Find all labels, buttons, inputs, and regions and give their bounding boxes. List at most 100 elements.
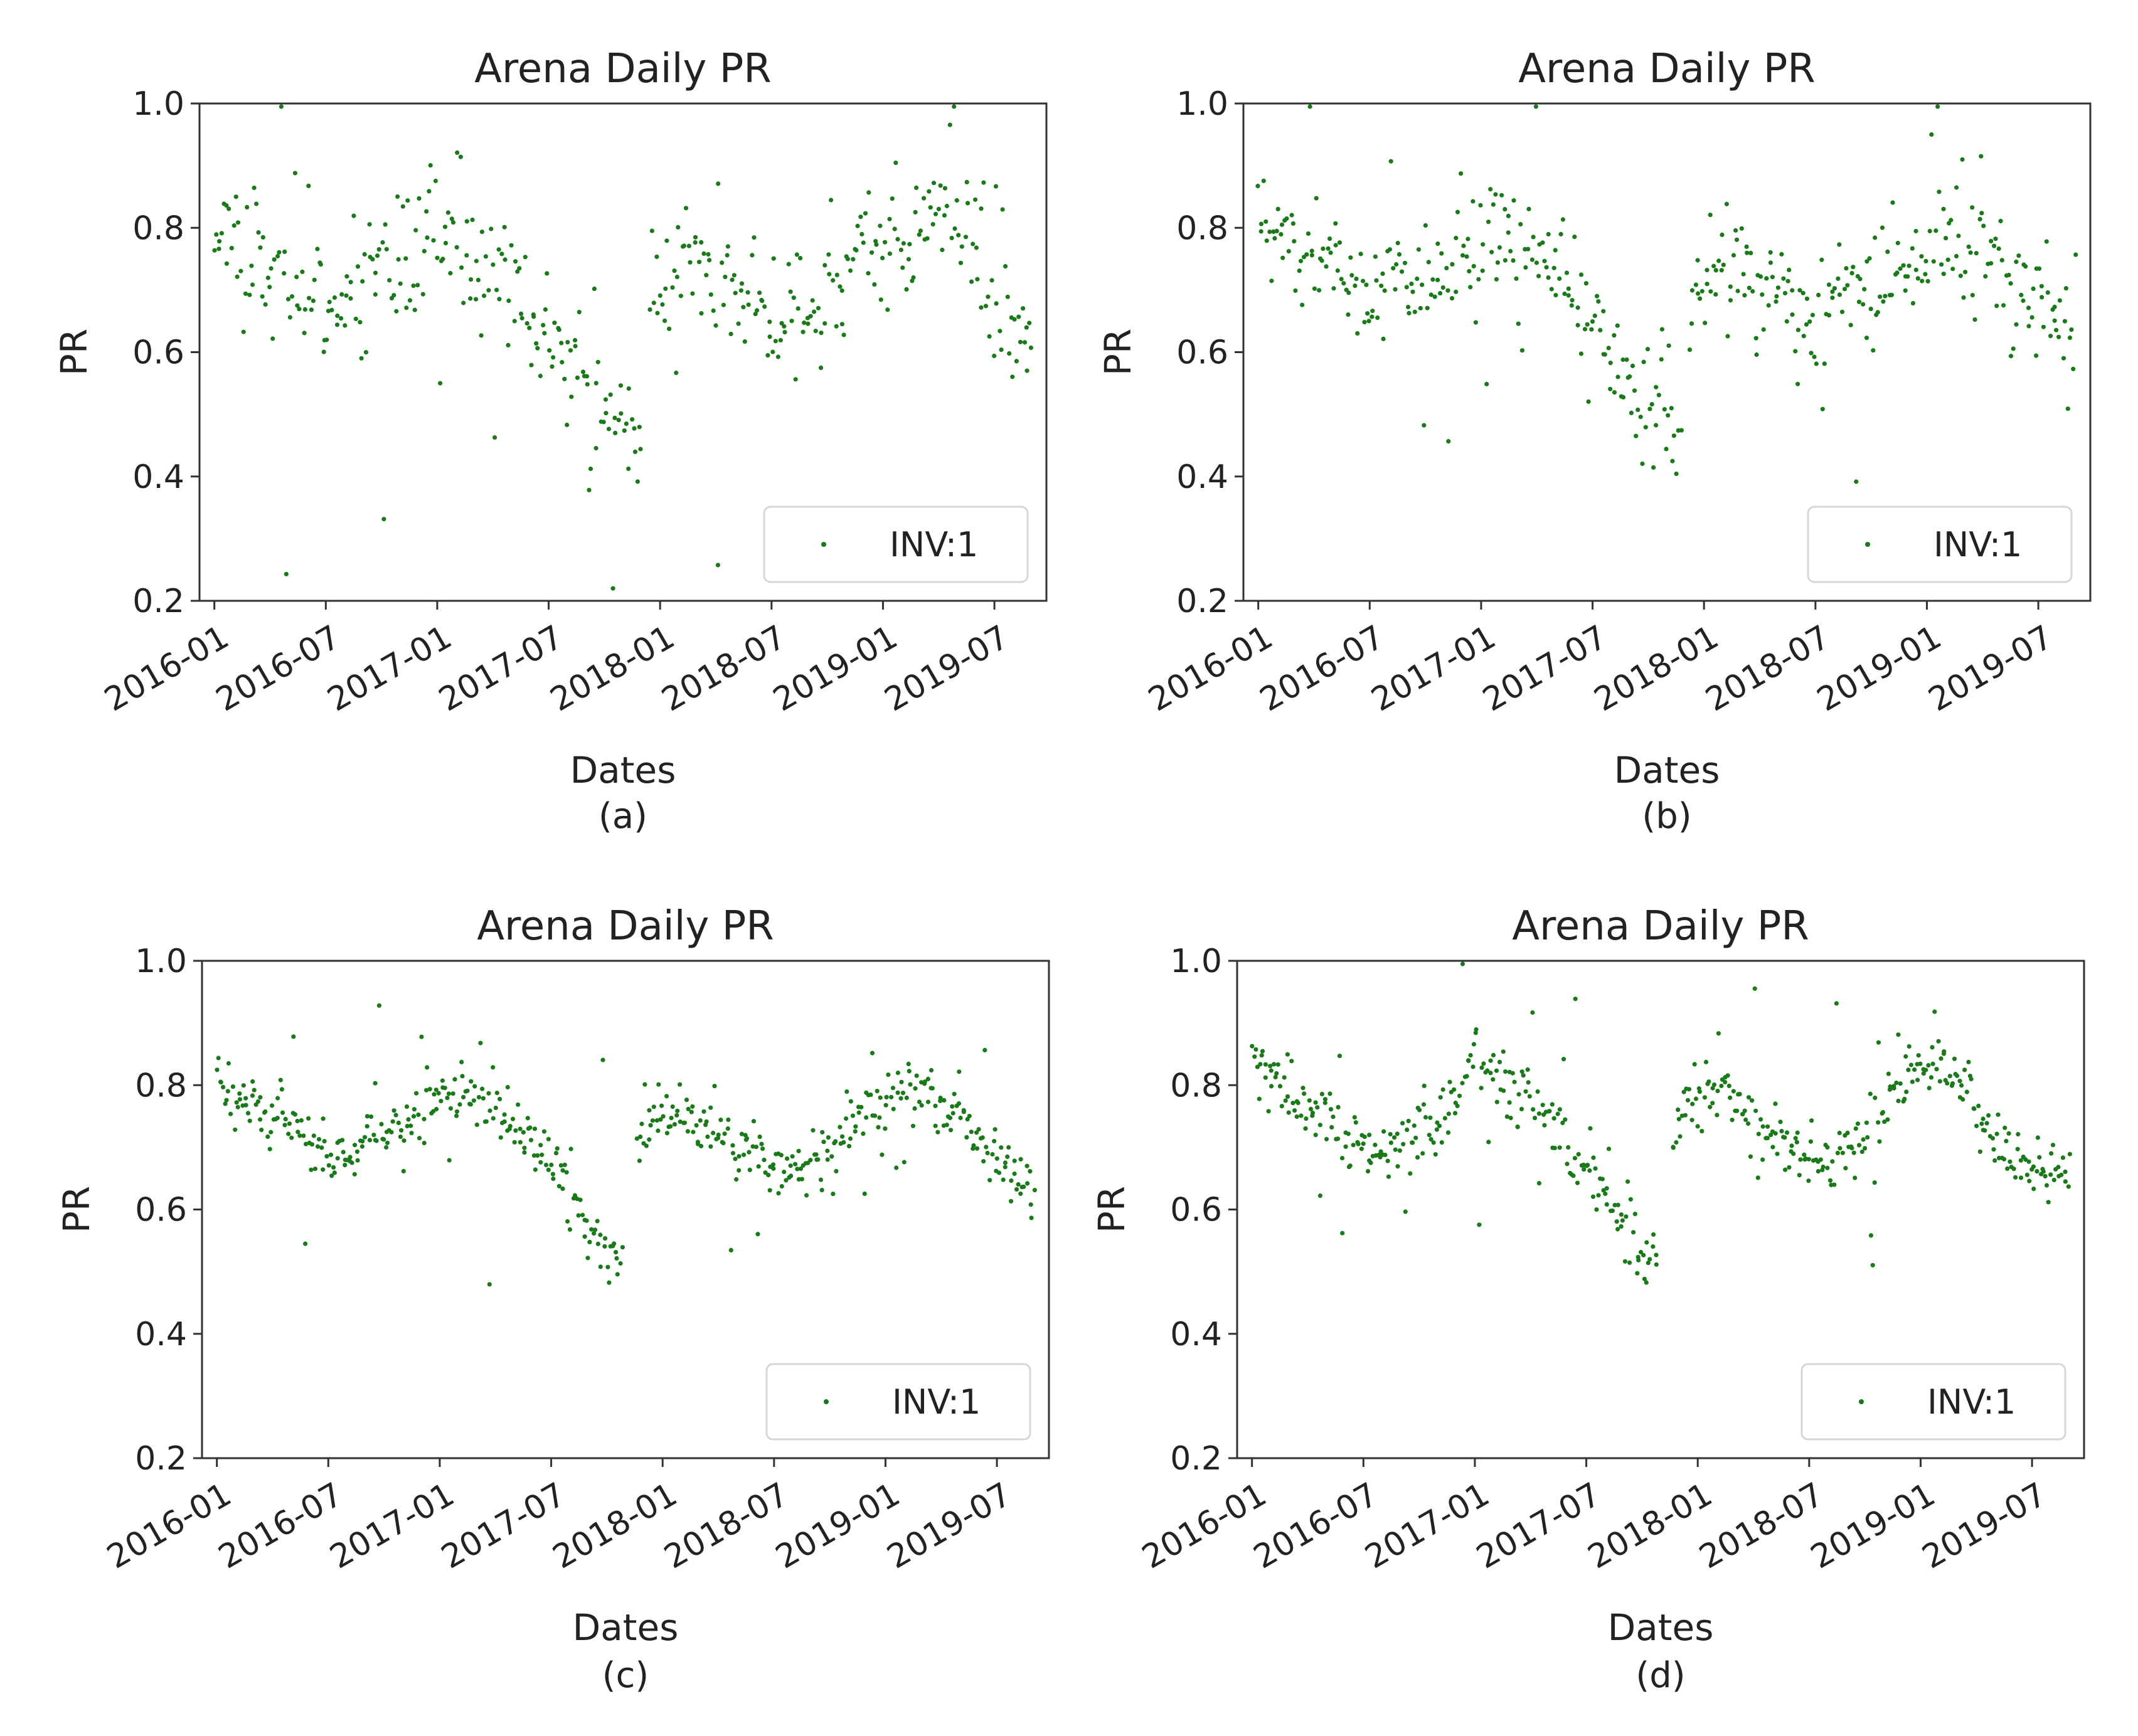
data-point <box>527 326 532 331</box>
data-point <box>431 1109 436 1114</box>
data-point <box>838 284 843 289</box>
y-tick-label: 0.8 <box>1176 209 1228 247</box>
data-point <box>438 381 443 386</box>
data-point <box>1379 283 1384 288</box>
data-point <box>1009 1199 1014 1204</box>
data-point <box>258 1095 263 1100</box>
data-point <box>1979 1121 1984 1126</box>
data-point <box>2014 322 2019 327</box>
data-point <box>295 1130 300 1135</box>
data-point <box>1368 1160 1373 1165</box>
data-point <box>1775 1151 1780 1156</box>
data-point <box>279 1087 284 1092</box>
data-point <box>2049 1151 2054 1156</box>
data-point <box>1923 272 1928 277</box>
data-point <box>1442 1116 1447 1121</box>
data-point <box>1446 439 1451 444</box>
data-point <box>1994 1131 1999 1136</box>
data-point <box>395 194 400 199</box>
data-point <box>1340 1231 1345 1236</box>
data-point <box>669 1116 674 1121</box>
data-point <box>363 350 369 355</box>
data-point <box>247 292 252 297</box>
data-point <box>2063 1169 2068 1174</box>
data-point <box>1783 1167 1788 1172</box>
data-point <box>2051 1177 2056 1183</box>
data-point <box>844 1089 849 1094</box>
data-point <box>767 1188 772 1193</box>
data-point <box>391 1108 396 1113</box>
data-point <box>1435 241 1440 246</box>
data-point <box>1830 289 1835 294</box>
data-point <box>957 1069 962 1074</box>
data-point <box>933 1123 938 1128</box>
data-point <box>829 198 834 203</box>
data-point <box>1339 1156 1345 1161</box>
data-point <box>1983 274 1988 279</box>
data-point <box>603 397 609 402</box>
data-point <box>405 1123 410 1129</box>
data-point <box>942 213 947 218</box>
data-point <box>295 303 300 308</box>
data-point <box>1844 266 1849 271</box>
data-point <box>360 1139 365 1144</box>
data-point <box>1974 251 1979 256</box>
data-point <box>949 235 954 241</box>
data-point <box>1674 471 1679 477</box>
data-point <box>1931 259 1936 264</box>
data-point <box>1252 1054 1257 1059</box>
data-point <box>762 1157 767 1162</box>
data-point <box>1689 321 1694 326</box>
data-point <box>373 1081 378 1086</box>
data-point <box>1881 299 1886 304</box>
data-point <box>1406 1118 1411 1123</box>
data-point <box>1752 986 1757 991</box>
data-point <box>613 430 618 436</box>
data-point <box>575 375 580 380</box>
data-point <box>755 308 760 313</box>
data-point <box>2045 290 2050 295</box>
y-tick-label: 0.8 <box>1170 1067 1222 1104</box>
data-point <box>1947 1074 1952 1079</box>
data-point <box>997 329 1003 334</box>
data-point <box>1734 237 1740 242</box>
data-point <box>2027 1178 2032 1183</box>
data-point <box>1755 1175 1760 1180</box>
data-point <box>1562 291 1567 297</box>
data-point <box>1366 319 1371 324</box>
data-point <box>1467 268 1472 274</box>
x-tick-label: 2017-07 <box>433 618 570 719</box>
data-point <box>701 1109 706 1114</box>
data-point <box>212 248 217 253</box>
data-point <box>1747 285 1752 290</box>
data-point <box>402 1138 407 1143</box>
data-point <box>1935 104 1940 109</box>
data-point <box>1550 1102 1555 1107</box>
data-point <box>1510 1071 1515 1076</box>
data-point <box>2023 264 2028 269</box>
data-point <box>2018 1175 2024 1180</box>
data-point <box>309 1142 314 1147</box>
data-point <box>683 206 689 211</box>
x-axis-label: Dates <box>570 749 676 791</box>
data-point <box>868 1093 873 1098</box>
data-point <box>1535 1089 1540 1094</box>
data-point <box>1670 458 1675 463</box>
data-point <box>930 222 935 227</box>
data-point <box>618 1261 623 1266</box>
data-point <box>979 206 984 211</box>
data-point <box>2026 324 2031 329</box>
data-point <box>1977 1149 1982 1154</box>
data-point <box>1012 317 1017 322</box>
data-point <box>1029 1215 1034 1220</box>
data-point <box>1959 1083 1964 1088</box>
data-point <box>1735 1108 1740 1113</box>
data-point <box>360 279 365 284</box>
data-point <box>1898 266 1903 271</box>
data-point <box>1454 289 1459 294</box>
data-point <box>1012 1171 1017 1177</box>
data-point <box>1753 1108 1758 1113</box>
data-point <box>538 1160 543 1165</box>
data-point <box>1685 1098 1691 1103</box>
data-point <box>1766 303 1771 308</box>
